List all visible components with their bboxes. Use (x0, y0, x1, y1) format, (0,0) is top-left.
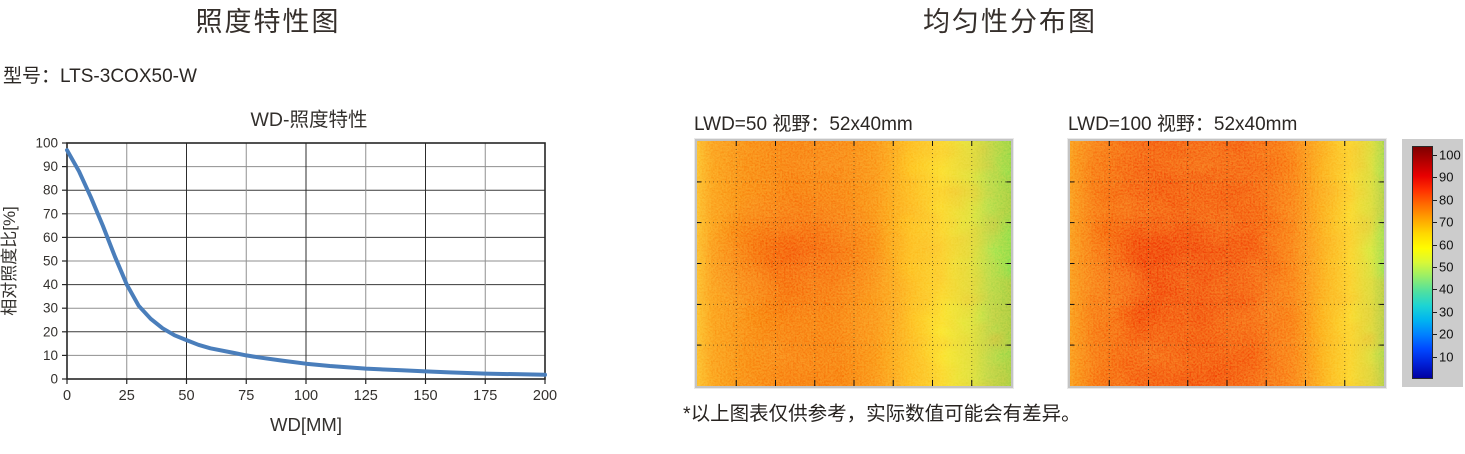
colorbar-tick (1433, 289, 1437, 291)
x-tick-label: 25 (119, 388, 135, 404)
heatmap-lwd100 (1068, 139, 1386, 388)
colorbar-tick (1433, 334, 1437, 336)
heatmap-lwd50 (695, 139, 1013, 388)
colorbar-tick-label: 30 (1439, 304, 1454, 320)
colorbar-tick-label: 70 (1439, 214, 1454, 230)
x-tick-label: 50 (178, 388, 194, 404)
y-tick-label: 70 (43, 206, 58, 221)
colorbar-tick (1433, 267, 1437, 268)
heatmap-gridlines (697, 141, 1011, 386)
illuminance-curve (65, 148, 547, 377)
chart-title: WD-照度特性 (251, 109, 368, 131)
colorbar-tick (1433, 244, 1437, 246)
wd-illuminance-line-chart: 0 10 20 30 40 50 60 70 80 90 100 0 25 50 75 100 125 150 17… (0, 109, 557, 435)
colorbar-tick (1433, 356, 1437, 358)
uniformity-panel-title: 均匀性分布图 (923, 7, 1097, 37)
colorbar-tick-label: 50 (1439, 259, 1454, 275)
x-tick-label: 200 (533, 388, 557, 404)
colorbar-tick-label: 90 (1439, 169, 1454, 185)
y-axis-label: 相对照度比[%] (0, 206, 19, 316)
y-tick-label: 30 (43, 301, 58, 316)
y-tick-label: 100 (35, 136, 58, 151)
y-tick-label: 40 (43, 277, 58, 292)
colorbar-tick (1433, 199, 1437, 201)
x-tick-label: 125 (354, 388, 378, 404)
y-tick-label: 90 (43, 159, 58, 174)
x-tick-label: 175 (473, 388, 497, 404)
heatmap-gridlines (1070, 141, 1384, 386)
y-tick-label: 0 (50, 372, 58, 387)
colorbar-tick-label: 20 (1439, 326, 1454, 342)
y-tick-label: 60 (43, 230, 58, 245)
colorbar-gradient (1412, 146, 1433, 379)
illuminance-panel-title: 照度特性图 (195, 7, 341, 37)
heatmap-lwd50-label: LWD=50 视野：52x40mm (694, 114, 913, 135)
x-tick-label: 0 (63, 388, 71, 404)
colorbar-tick-label: 100 (1439, 147, 1461, 163)
y-tick-label: 50 (43, 254, 58, 269)
x-tick-label: 100 (294, 388, 318, 404)
colorbar-tick (1433, 311, 1437, 313)
reference-note: *以上图表仅供参考，实际数值可能会有差异。 (683, 403, 1081, 425)
y-tick-label: 10 (43, 348, 58, 363)
y-tick-label: 80 (43, 183, 58, 198)
colorbar-tick (1433, 177, 1437, 179)
y-tick-label: 20 (43, 324, 58, 339)
colorbar-tick (1433, 155, 1437, 156)
colorbar-tick-label: 60 (1439, 237, 1454, 253)
colorbar-tick-label: 80 (1439, 192, 1454, 208)
colorbar: 100 90 80 70 60 50 40 30 20 10 (1402, 139, 1463, 387)
colorbar-tick-label: 10 (1439, 349, 1454, 365)
x-tick-label: 75 (238, 388, 254, 404)
colorbar-tick (1433, 222, 1437, 224)
x-tick-label: 150 (413, 388, 437, 404)
heatmap-lwd100-label: LWD=100 视野：52x40mm (1068, 114, 1298, 135)
colorbar-tick-label: 40 (1439, 281, 1454, 297)
x-axis-label: WD[MM] (270, 414, 342, 435)
model-label: 型号：LTS-3COX50-W (3, 66, 197, 87)
